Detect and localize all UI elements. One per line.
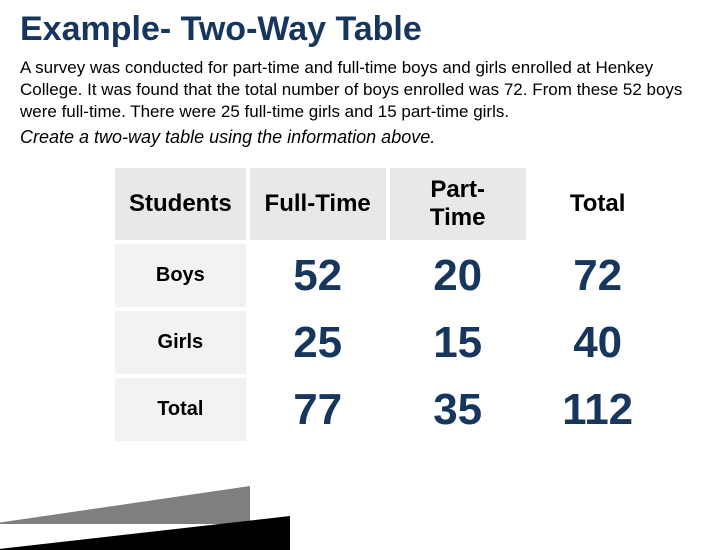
- cell-total-fulltime: 77: [248, 376, 388, 443]
- cell-boys-parttime: 20: [388, 242, 528, 309]
- cell-girls-total: 40: [528, 309, 668, 376]
- cell-girls-fulltime: 25: [248, 309, 388, 376]
- cell-total-parttime: 35: [388, 376, 528, 443]
- table-row: Boys 52 20 72: [115, 242, 668, 309]
- description-text: A survey was conducted for part-time and…: [20, 57, 700, 123]
- col-header-total: Total: [528, 168, 668, 242]
- row-label-total: Total: [115, 376, 248, 443]
- cell-boys-fulltime: 52: [248, 242, 388, 309]
- table-row: Total 77 35 112: [115, 376, 668, 443]
- col-header-students: Students: [115, 168, 248, 242]
- row-label-boys: Boys: [115, 242, 248, 309]
- cell-total-total: 112: [528, 376, 668, 443]
- page-title: Example- Two-Way Table: [20, 10, 700, 49]
- instruction-text: Create a two-way table using the informa…: [20, 127, 700, 148]
- cell-girls-parttime: 15: [388, 309, 528, 376]
- table-row: Girls 25 15 40: [115, 309, 668, 376]
- cell-boys-total: 72: [528, 242, 668, 309]
- col-header-fulltime: Full-Time: [248, 168, 388, 242]
- two-way-table: Students Full-Time Part-Time Total Boys …: [115, 168, 700, 445]
- table-header-row: Students Full-Time Part-Time Total: [115, 168, 668, 242]
- row-label-girls: Girls: [115, 309, 248, 376]
- col-header-parttime: Part-Time: [388, 168, 528, 242]
